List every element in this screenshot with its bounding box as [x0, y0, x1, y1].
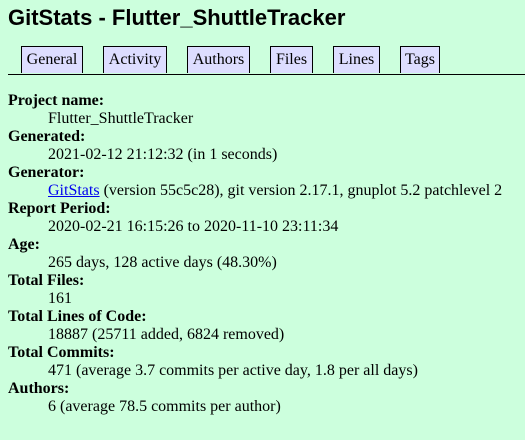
generator-value: GitStats (version 55c5c28), git version …: [48, 182, 502, 200]
nav-link-tags[interactable]: Tags: [405, 51, 435, 68]
generator-version-text: (version 55c5c28), git version 2.17.1, g…: [99, 182, 503, 199]
authors-value: 6 (average 78.5 commits per author): [48, 398, 281, 415]
nav-tab-authors[interactable]: Authors: [187, 46, 250, 73]
report-period-value: 2020-02-21 16:15:26 to 2020-11-10 23:11:…: [48, 218, 339, 235]
nav-tab-lines[interactable]: Lines: [333, 46, 380, 73]
total-lines-value: 18887 (25711 added, 6824 removed): [48, 326, 285, 343]
age-value: 265 days, 128 active days (48.30%): [48, 254, 277, 271]
nav-link-files[interactable]: Files: [275, 51, 308, 68]
nav-tab-general[interactable]: General: [21, 46, 83, 73]
nav-link-authors[interactable]: Authors: [192, 51, 245, 68]
total-lines-label: Total Lines of Code:: [8, 308, 147, 325]
total-commits-label: Total Commits:: [8, 344, 115, 361]
page-title: GitStats - Flutter_ShuttleTracker: [8, 5, 346, 30]
total-files-value: 161: [48, 290, 72, 307]
generated-value: 2021-02-12 21:12:32 (in 1 seconds): [48, 146, 278, 163]
total-files-label: Total Files:: [8, 272, 85, 289]
nav-tab-tags[interactable]: Tags: [400, 46, 440, 73]
nav-link-general[interactable]: General: [26, 51, 78, 68]
age-label: Age:: [8, 236, 40, 253]
summary-list: Project name: Flutter_ShuttleTracker Gen…: [8, 92, 502, 416]
nav-link-lines[interactable]: Lines: [338, 51, 375, 68]
generated-label: Generated:: [8, 128, 86, 145]
total-commits-value: 471 (average 3.7 commits per active day,…: [48, 362, 418, 379]
authors-label: Authors:: [8, 380, 70, 397]
nav-link-activity[interactable]: Activity: [108, 51, 162, 68]
project-name-label: Project name:: [8, 92, 105, 109]
nav-tabs: General Activity Authors Files Lines Tag…: [8, 46, 525, 75]
generator-label: Generator:: [8, 164, 85, 181]
project-name-value: Flutter_ShuttleTracker: [48, 110, 194, 127]
report-period-label: Report Period:: [8, 200, 111, 217]
nav-tab-files[interactable]: Files: [270, 46, 313, 73]
gitstats-link[interactable]: GitStats: [48, 182, 100, 199]
nav-tab-activity[interactable]: Activity: [103, 46, 167, 73]
